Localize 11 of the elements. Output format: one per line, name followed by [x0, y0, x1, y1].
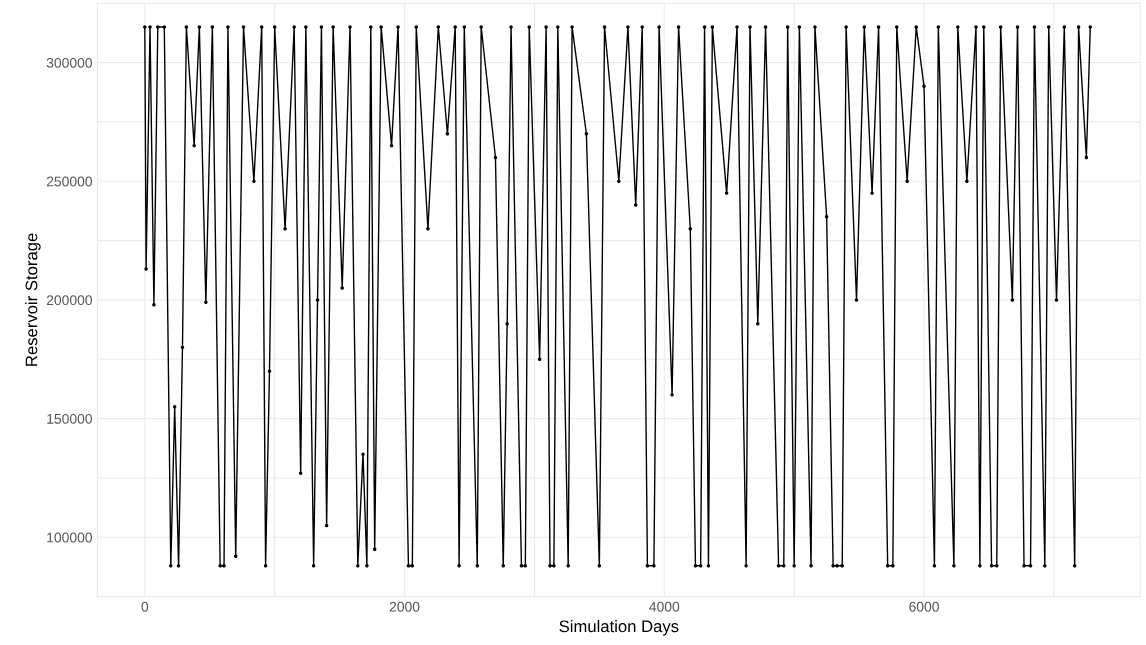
x-tick-label: 2000	[389, 601, 420, 612]
y-axis-title: Reservoir Storage	[25, 233, 41, 366]
x-tick-label: 6000	[909, 601, 939, 612]
y-tick-label: 300000	[46, 57, 93, 68]
y-tick-label: 100000	[47, 532, 93, 543]
x-tick-label: 0	[141, 601, 149, 612]
y-tick-label: 250000	[46, 176, 93, 187]
x-tick-label: 4000	[649, 601, 680, 612]
y-tick-label: 150000	[47, 413, 93, 424]
x-axis-title: Simulation Days	[559, 619, 679, 636]
y-tick-label: 200000	[46, 295, 93, 306]
